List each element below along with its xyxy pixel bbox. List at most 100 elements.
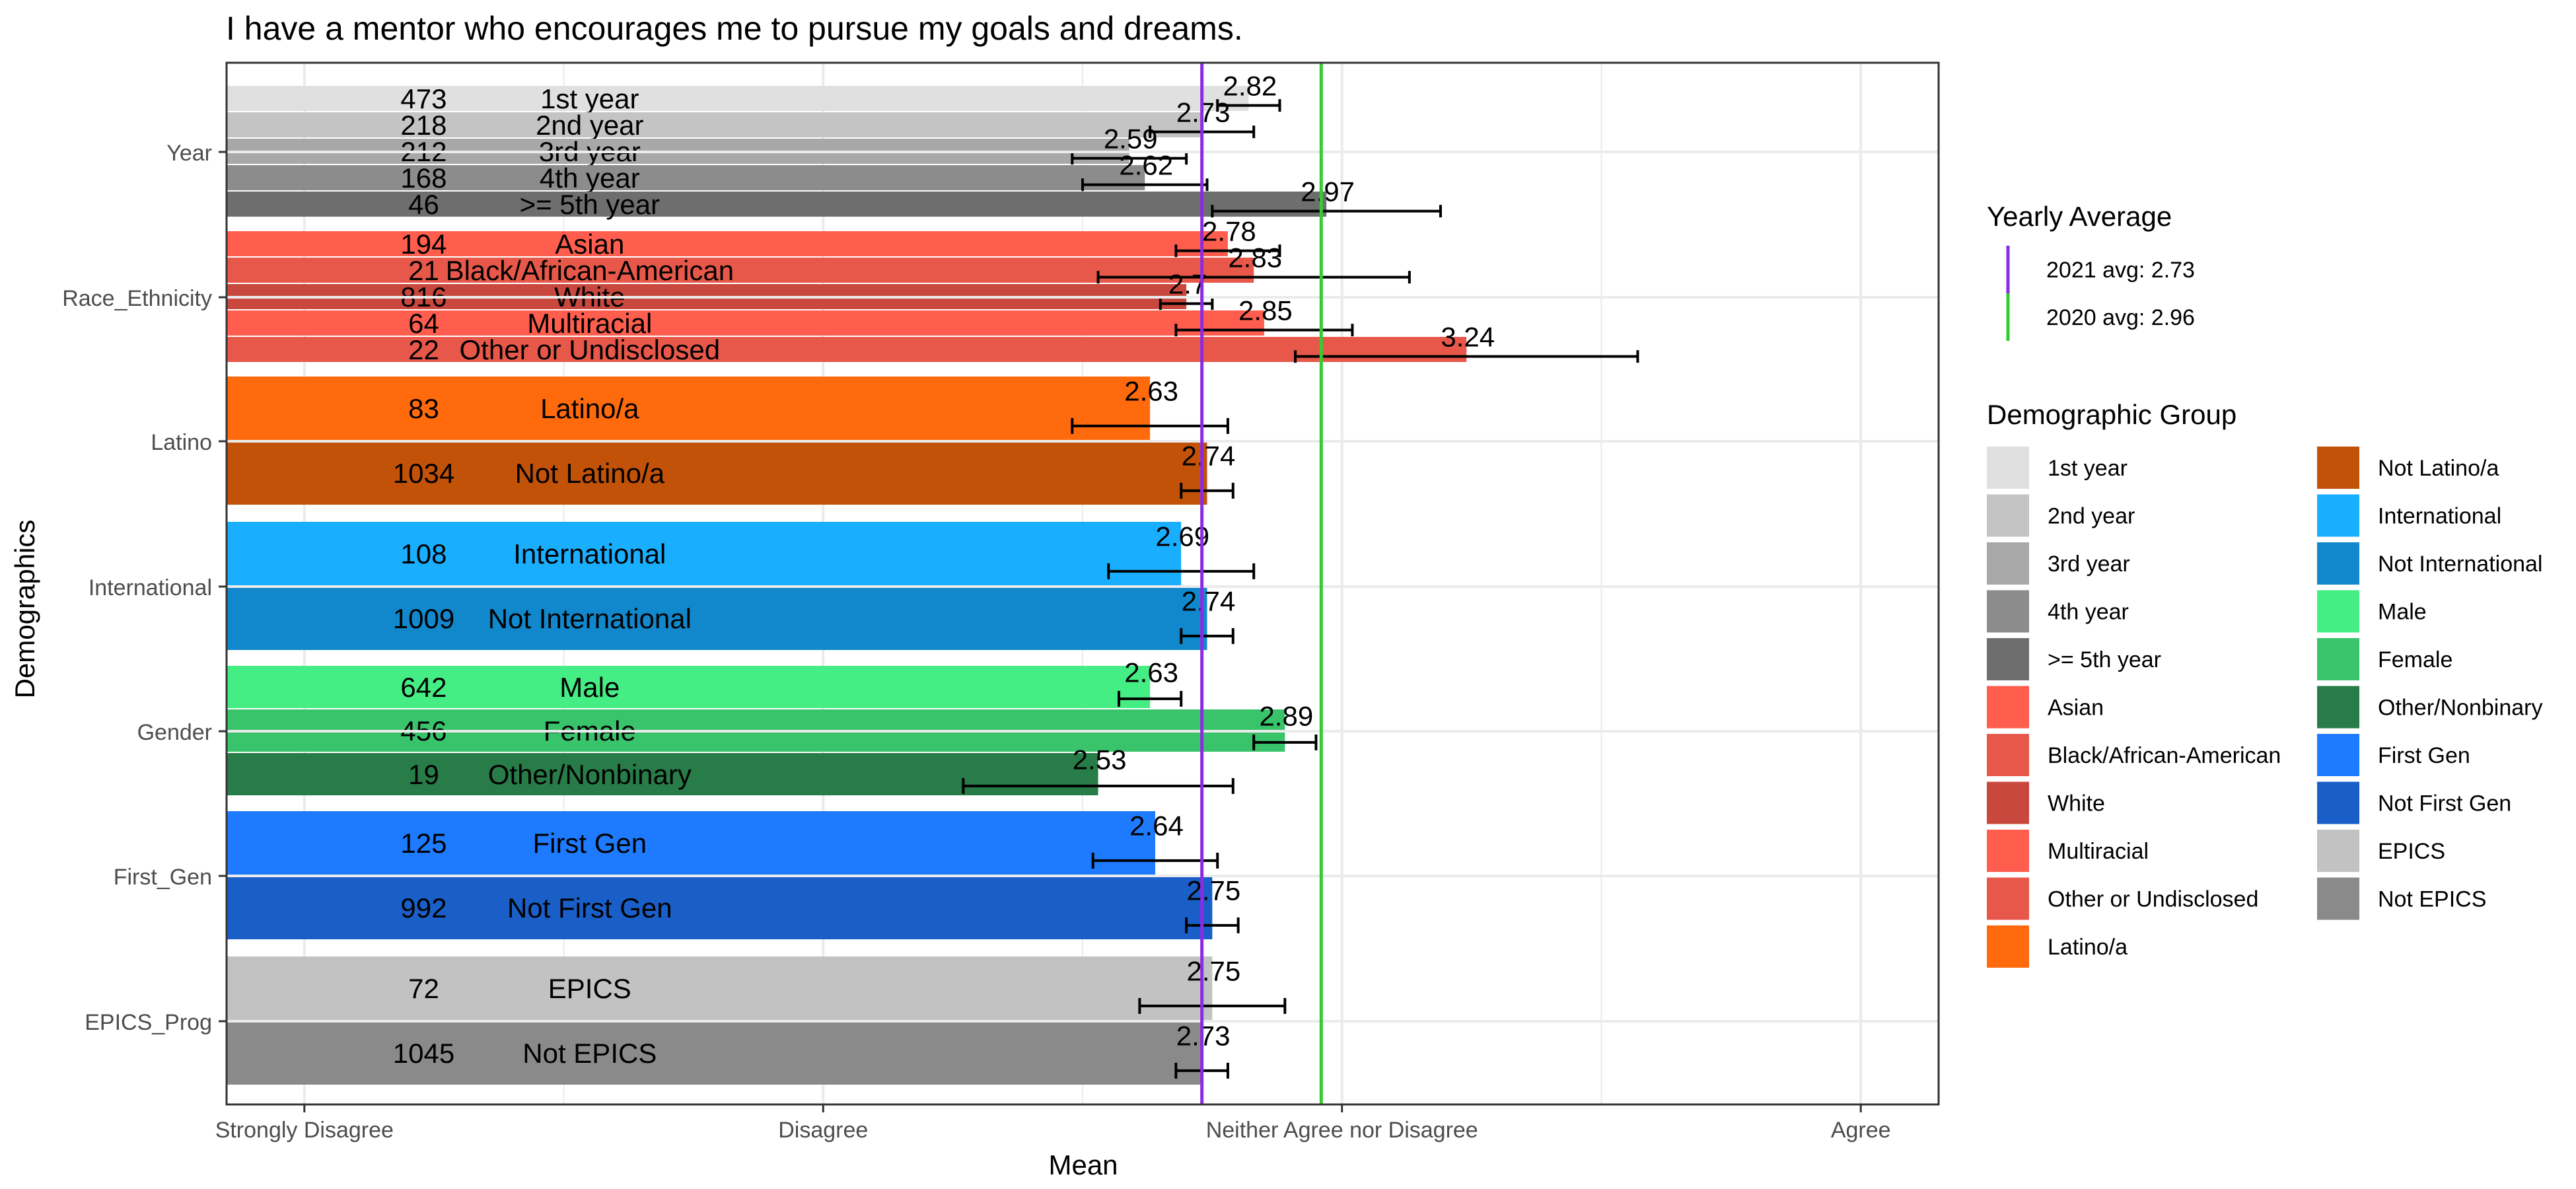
y-tick-label: International (89, 575, 212, 600)
bar-not-first-gen: 2.75 992 Not First Gen (227, 875, 1240, 939)
bar-category-label: EPICS (548, 973, 631, 1004)
x-axis-label: Mean (1048, 1149, 1118, 1180)
data-label-mean: 2.89 (1259, 700, 1313, 731)
demographic-group-legend: Demographic Group 1st year 2nd year 3rd yea… (1987, 399, 2543, 968)
group-latino: 2.63 83 Latino/a 2.74 1034 Not Latino/a (227, 375, 1235, 505)
data-label-mean: 2.53 (1073, 744, 1127, 775)
bar-black-african-american: 2.83 21 Black/African-American (227, 242, 1411, 286)
y-tick-label: First_Gen (114, 865, 212, 890)
bar (227, 258, 1254, 283)
bar-category-label: Black/African-American (446, 255, 734, 286)
legend-item-international: International (2317, 494, 2501, 537)
legend-swatch (2317, 494, 2359, 537)
bar-category-label: Other or Undisclosed (460, 334, 721, 365)
legend-swatch (2317, 734, 2359, 776)
data-label-mean: 2.82 (1223, 70, 1277, 101)
x-tick-label: Agree (1831, 1118, 1891, 1143)
legend-label: Multiracial (2048, 839, 2149, 864)
y-tick-label: EPICS_Prog (85, 1010, 212, 1035)
data-label-mean: 2.97 (1301, 176, 1355, 207)
x-tick-label: Disagree (778, 1118, 868, 1143)
bar (227, 112, 1202, 137)
bar-multiracial: 2.85 64 Multiracial (227, 295, 1354, 339)
bar (227, 876, 1213, 939)
bar-count: 168 (400, 162, 447, 194)
data-label-mean: 2.64 (1129, 810, 1184, 841)
legend-title: Demographic Group (1987, 399, 2236, 430)
y-tick-label: Race_Ethnicity (62, 286, 212, 311)
legend-swatch (1987, 447, 2029, 489)
legend-item-latino-a: Latino/a (1987, 925, 2128, 968)
bar-count: 218 (400, 110, 447, 141)
legend-label: Female (2378, 647, 2452, 672)
data-label-mean: 2.74 (1182, 585, 1236, 616)
data-label-mean: 2.59 (1104, 123, 1158, 154)
bar-count: 473 (400, 83, 447, 114)
y-tick-label: Latino (151, 430, 212, 455)
y-tick-label: Gender (137, 720, 212, 745)
x-axis: Strongly Disagree Disagree Neither Agree n… (215, 1104, 1891, 1143)
bar-count: 1009 (393, 603, 454, 634)
legend-swatch (2317, 542, 2359, 585)
group-first-gen: 2.64 125 First Gen 2.75 992 Not First Gen (227, 810, 1240, 939)
y-tick-label: Year (166, 141, 212, 166)
data-label-mean: 2.74 (1182, 440, 1236, 471)
y-axis-label: Demographics (9, 520, 40, 699)
bar-count: 1034 (393, 458, 454, 489)
bar-category-label: Male (559, 672, 620, 703)
bar-not-latino-a: 2.74 1034 Not Latino/a (227, 440, 1235, 505)
group-race-ethnicity: 2.78 194 Asian 2.83 21 Black/African-American… (227, 215, 1639, 365)
bar-not-epics: 2.731045Not EPICS (227, 1020, 1231, 1085)
legend-item-3rd-year: 3rd year (1987, 542, 2130, 585)
x-tick-label: Neither Agree nor Disagree (1206, 1118, 1478, 1143)
legend-item-4th-year: 4th year (1987, 590, 2129, 633)
legend-label: International (2378, 504, 2501, 529)
legend-item-epics: EPICS (2317, 830, 2445, 872)
legend-item-not-international: Not International (2317, 542, 2543, 585)
legend-item-first-gen: First Gen (2317, 734, 2470, 776)
panel-border (225, 61, 1940, 1106)
legend-label: >= 5th year (2048, 647, 2161, 672)
legend-item-not-first-gen: Not First Gen (2317, 781, 2511, 824)
legend-swatch (2317, 830, 2359, 872)
bar-count: 125 (400, 828, 447, 859)
legend-item-asian: Asian (1987, 686, 2104, 729)
bar-count: 194 (400, 229, 447, 260)
bar-count: 21 (408, 255, 439, 286)
legend-item-5th-year: >= 5th year (1987, 638, 2161, 680)
chart-title: I have a mentor who encourages me to pur… (226, 10, 1243, 47)
bar-category-label: Other/Nonbinary (488, 759, 692, 790)
bar-category-label: Not EPICS (522, 1038, 657, 1069)
legend-label: Not EPICS (2378, 887, 2486, 912)
legend-label: Latino/a (2048, 935, 2128, 960)
legend-label: Other/Nonbinary (2378, 696, 2542, 721)
legend-item-not-latino-a: Not Latino/a (2317, 447, 2499, 489)
legend-label: Not Latino/a (2378, 456, 2499, 481)
bar-5th-year: 2.97 46 >= 5th year (227, 176, 1442, 220)
bar (227, 310, 1264, 336)
legend-label: 4th year (2048, 600, 2129, 625)
legend-label: 2nd year (2048, 504, 2135, 529)
bar-first-gen: 2.64 125 First Gen (227, 810, 1219, 875)
data-label-mean: 2.63 (1124, 375, 1178, 406)
bar-category-label: 1st year (540, 83, 639, 114)
bar-epics: 2.75 72 EPICS (227, 955, 1287, 1020)
legend-label: 2020 avg: 2.96 (2046, 305, 2195, 330)
bar-category-label: Latino/a (540, 393, 639, 424)
legend-label: 3rd year (2048, 552, 2130, 577)
legend-item-not-epics: Not EPICS (2317, 877, 2486, 920)
legend-swatch (1987, 494, 2029, 537)
legend-swatch (1987, 781, 2029, 824)
legend-item-2nd-year: 2nd year (1987, 494, 2135, 537)
legend-label: Male (2378, 600, 2427, 625)
legend-swatch (1987, 925, 2029, 968)
yearly-average-legend: Yearly Average 2021 avg: 2.73 2020 avg: 2.… (1987, 201, 2195, 341)
bar-category-label: Multiracial (527, 308, 652, 339)
bar-other-or-undisclosed: 3.24 22 Other or Undisclosed (227, 321, 1639, 365)
legend-item-black-african-american: Black/African-American (1987, 734, 2281, 776)
legend-swatch (2317, 686, 2359, 729)
legend-swatch (1987, 686, 2029, 729)
